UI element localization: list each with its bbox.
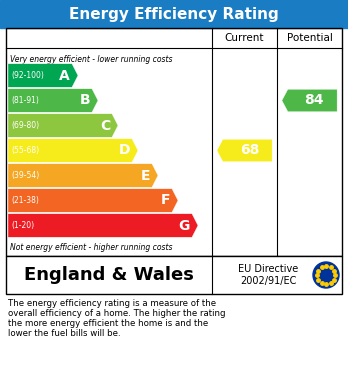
Text: D: D xyxy=(119,143,130,158)
Text: (39-54): (39-54) xyxy=(11,171,39,180)
Text: 84: 84 xyxy=(304,93,323,108)
Text: (55-68): (55-68) xyxy=(11,146,39,155)
Text: the more energy efficient the home is and the: the more energy efficient the home is an… xyxy=(8,319,208,328)
Polygon shape xyxy=(8,214,198,237)
Text: Current: Current xyxy=(225,33,264,43)
Text: Potential: Potential xyxy=(286,33,332,43)
Text: 2002/91/EC: 2002/91/EC xyxy=(240,276,296,286)
Text: F: F xyxy=(160,194,170,208)
Bar xyxy=(6,28,342,256)
Text: A: A xyxy=(59,68,70,83)
Text: The energy efficiency rating is a measure of the: The energy efficiency rating is a measur… xyxy=(8,299,216,308)
Polygon shape xyxy=(217,139,272,162)
Text: Very energy efficient - lower running costs: Very energy efficient - lower running co… xyxy=(10,54,173,63)
Text: England & Wales: England & Wales xyxy=(24,266,194,284)
Text: Not energy efficient - higher running costs: Not energy efficient - higher running co… xyxy=(10,242,173,251)
Polygon shape xyxy=(8,164,158,187)
Polygon shape xyxy=(282,89,337,112)
Text: (69-80): (69-80) xyxy=(11,121,39,130)
Circle shape xyxy=(313,262,339,288)
Text: E: E xyxy=(141,169,150,183)
Text: (1-20): (1-20) xyxy=(11,221,34,230)
Text: (92-100): (92-100) xyxy=(11,71,44,80)
Text: EU Directive: EU Directive xyxy=(238,264,298,274)
Bar xyxy=(0,0,348,28)
Polygon shape xyxy=(8,114,118,137)
Bar xyxy=(6,256,342,294)
Text: B: B xyxy=(79,93,90,108)
Polygon shape xyxy=(8,139,138,162)
Text: (21-38): (21-38) xyxy=(11,196,39,205)
Polygon shape xyxy=(8,189,178,212)
Text: 68: 68 xyxy=(240,143,259,158)
Text: (81-91): (81-91) xyxy=(11,96,39,105)
Text: C: C xyxy=(100,118,110,133)
Text: Energy Efficiency Rating: Energy Efficiency Rating xyxy=(69,7,279,22)
Text: lower the fuel bills will be.: lower the fuel bills will be. xyxy=(8,329,121,338)
Text: overall efficiency of a home. The higher the rating: overall efficiency of a home. The higher… xyxy=(8,309,226,318)
Polygon shape xyxy=(8,89,98,112)
Text: G: G xyxy=(179,219,190,233)
Polygon shape xyxy=(8,64,78,87)
